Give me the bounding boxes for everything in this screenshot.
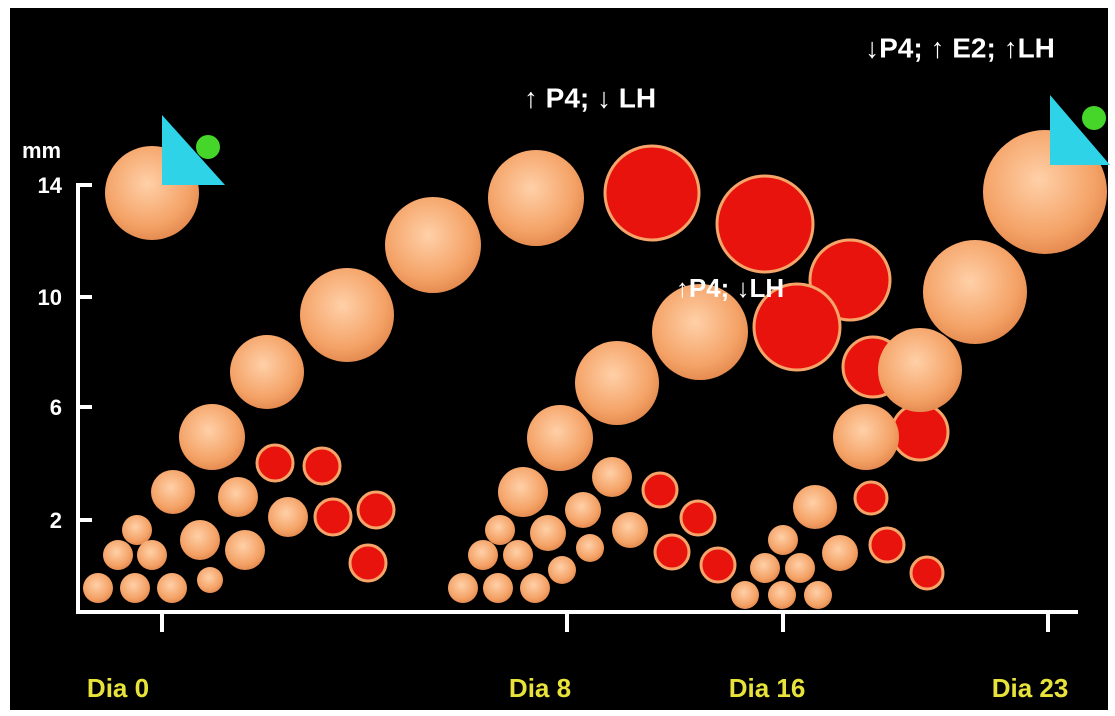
follicle [878,328,962,412]
follicle-regressing [855,482,887,514]
follicle-regressing [350,545,386,581]
follicle [180,520,220,560]
follicle [268,497,308,537]
follicle [179,404,245,470]
follicle-regressing [605,146,699,240]
follicle [157,573,187,603]
follicle [197,567,223,593]
annotation: ↑P4; ↓LH [676,273,784,303]
x-label: Dia 8 [509,673,571,703]
follicle [225,530,265,570]
follicle [520,573,550,603]
follicle [576,534,604,562]
x-label: Dia 23 [992,673,1069,703]
y-tick-label: 2 [50,508,62,533]
follicle-regressing [681,501,715,535]
follicle [731,581,759,609]
follicle-regressing [655,535,689,569]
follicle [122,515,152,545]
follicle [120,573,150,603]
follicle [300,268,394,362]
follicle [530,515,566,551]
marker-dot [196,135,220,159]
follicle-regressing [358,492,394,528]
follicle [498,467,548,517]
follicle [218,477,258,517]
annotation: ↓P4; ↑ E2; ↑LH [865,32,1055,63]
follicle [483,573,513,603]
follicle [923,240,1027,344]
follicle [385,197,481,293]
follicle [468,540,498,570]
follicle [612,512,648,548]
follicle [833,404,899,470]
diagram: mm 14 10 6 2 Dia 0 Dia 8 Dia 16 Dia 23 ↑… [0,0,1115,716]
follicle [565,492,601,528]
follicle [488,150,584,246]
follicle [822,535,858,571]
follicle [485,515,515,545]
follicle-regressing [870,528,904,562]
annotation: ↑ P4; ↓ LH [524,82,656,113]
follicle-regressing [717,176,813,272]
y-tick-label: 6 [50,395,62,420]
follicle [151,470,195,514]
follicle [527,405,593,471]
follicle [768,525,798,555]
follicle-regressing [304,448,340,484]
follicle [103,540,133,570]
follicle-regressing [892,404,948,460]
follicle [503,540,533,570]
marker-dot [1082,106,1106,130]
follicle-regressing [701,548,735,582]
follicle [785,553,815,583]
follicle-regressing [315,499,351,535]
x-label: Dia 16 [729,673,806,703]
follicle [592,457,632,497]
follicle [83,573,113,603]
follicle [548,556,576,584]
follicle [448,573,478,603]
follicle-regressing [257,445,293,481]
follicle-regressing [643,473,677,507]
y-tick-label: 14 [38,173,63,198]
follicle [793,485,837,529]
follicle [575,341,659,425]
follicle [137,540,167,570]
follicle [230,335,304,409]
unit-label: mm [22,138,61,163]
follicle [750,553,780,583]
follicle [768,581,796,609]
follicle [804,581,832,609]
follicle-regressing [911,557,943,589]
x-label: Dia 0 [87,673,149,703]
y-tick-label: 10 [38,285,62,310]
